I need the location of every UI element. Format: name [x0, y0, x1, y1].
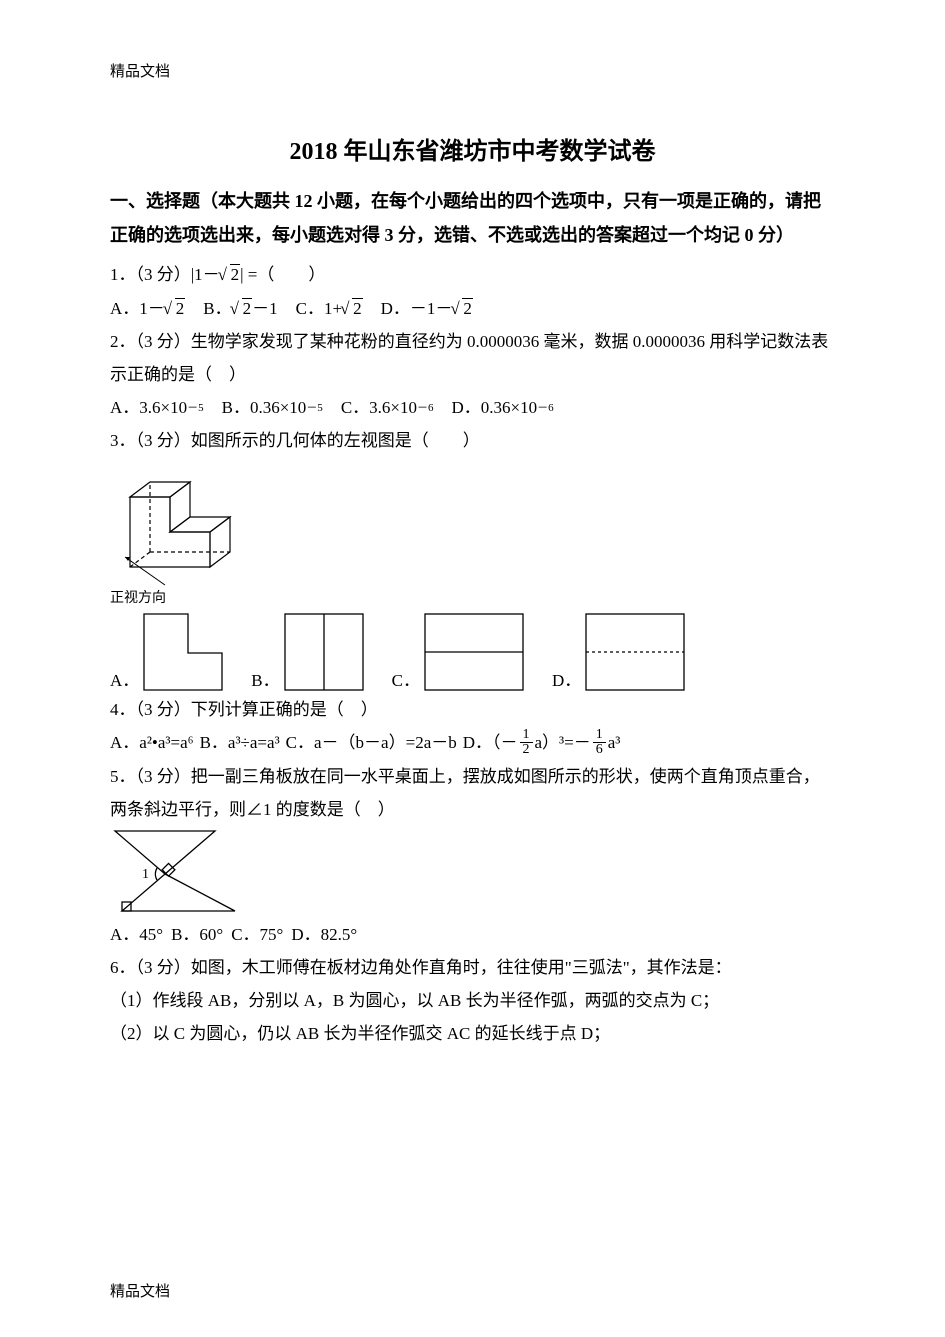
q3-stem: 3．（3 分）如图所示的几何体的左视图是（ ） [110, 424, 835, 457]
q2-a: A．3.6×10 [110, 391, 187, 424]
q1-d-pre: D．－1－ [381, 292, 453, 325]
q1-stem: 1．（3 分）|1－ 2 | =（ ） [110, 258, 835, 291]
sqrt-icon: 2 [452, 292, 473, 325]
q1-c-pre: C．1+ [296, 292, 342, 325]
q3-c-label: C． [392, 666, 420, 691]
q2-opt-c[interactable]: C．3.6×10－6 [341, 391, 434, 424]
view-direction-label: 正视方向 [110, 587, 835, 607]
q1-d-rad: 2 [462, 298, 473, 319]
q1-a-rad: 2 [175, 298, 186, 319]
q5-opt-d[interactable]: D．82.5° [291, 918, 357, 951]
q2-c: C．3.6×10 [341, 391, 417, 424]
q5-options: A．45° B．60° C．75° D．82.5° [110, 918, 835, 951]
q1-opt-a[interactable]: A．1－ 2 [110, 292, 185, 325]
q3-a-label: A． [110, 666, 139, 691]
q1-b-rad: 2 [242, 298, 253, 319]
solid-icon [110, 457, 240, 587]
fraction-icon: 16 [593, 728, 606, 758]
q2-options: A．3.6×10－5 B．0.36×10－5 C．3.6×10－6 D．0.36… [110, 391, 835, 424]
q2-opt-a[interactable]: A．3.6×10－5 [110, 391, 204, 424]
exam-title: 2018 年山东省潍坊市中考数学试卷 [110, 131, 835, 166]
q3-3d-figure: 正视方向 [110, 457, 835, 607]
sqrt-icon: 2 [220, 258, 241, 291]
q1-b-suf: －1 [252, 292, 278, 325]
q6-step1: （1）作线段 AB，分别以 A，B 为圆心，以 AB 长为半径作弧，两弧的交点为… [110, 984, 835, 1017]
sqrt-icon: 2 [165, 292, 186, 325]
q3-opt-a[interactable]: A． [110, 613, 223, 691]
q4-opt-b[interactable]: B．a³÷a=a³ [200, 726, 280, 759]
q1-rad: 2 [230, 264, 241, 285]
q4-opt-c[interactable]: C．a－（b－a）=2a－b [286, 726, 457, 759]
q5-figure: 1 [110, 826, 835, 918]
section-instructions: 一、选择题（本大题共 12 小题，在每个小题给出的四个选项中，只有一项是正确的，… [110, 184, 835, 252]
q2-d: D．0.36×10 [452, 391, 538, 424]
q5-opt-c[interactable]: C．75° [231, 918, 283, 951]
q5-stem: 5．（3 分）把一副三角板放在同一水平桌面上，摆放成如图所示的形状，使两个直角顶… [110, 760, 835, 826]
q4-d-mid: a）³=－ [535, 726, 591, 759]
fraction-icon: 12 [520, 728, 533, 758]
q1-c-rad: 2 [352, 298, 363, 319]
q4-opt-a[interactable]: A．a²•a³=a⁶ [110, 726, 194, 759]
q3-b-label: B． [251, 666, 279, 691]
q6-stem: 6．（3 分）如图，木工师傅在板材边角处作直角时，往往使用"三弧法"，其作法是： [110, 951, 835, 984]
page: 精品文档 2018 年山东省潍坊市中考数学试卷 一、选择题（本大题共 12 小题… [0, 0, 945, 1337]
hsplit-rect-icon [424, 613, 524, 691]
q6-step2: （2）以 C 为圆心，仍以 AB 长为半径作弧交 AC 的延长线于点 D； [110, 1017, 835, 1050]
q4-d-suf: a³ [608, 726, 621, 759]
q2-opt-d[interactable]: D．0.36×10－6 [452, 391, 554, 424]
q1-stem-suffix: | =（ ） [240, 258, 325, 291]
sqrt-icon: 2 [342, 292, 363, 325]
q4-stem: 4．（3 分）下列计算正确的是（ ） [110, 693, 835, 726]
angle-label: 1 [142, 867, 149, 882]
hsplit-dash-rect-icon [585, 613, 685, 691]
q4-d-pre: D．（－ [463, 726, 518, 759]
q2-b: B．0.36×10 [222, 391, 307, 424]
q1-a-pre: A．1－ [110, 292, 165, 325]
q3-d-label: D． [552, 666, 581, 691]
q4-d-f2n: 1 [593, 728, 606, 744]
split-rect-icon [284, 613, 364, 691]
sqrt-icon: 2 [232, 292, 253, 325]
q3-options-row: A． B． C． [110, 613, 835, 691]
header-tag: 精品文档 [110, 60, 835, 81]
l-shape-icon [143, 613, 223, 691]
q3-opt-d[interactable]: D． [552, 613, 685, 691]
q5-opt-b[interactable]: B．60° [171, 918, 223, 951]
q4-d-f2d: 6 [593, 743, 606, 758]
q2-opt-b[interactable]: B．0.36×10－5 [222, 391, 323, 424]
q3-opt-b[interactable]: B． [251, 613, 363, 691]
q4-options: A．a²•a³=a⁶ B．a³÷a=a³ C．a－（b－a）=2a－b D．（－… [110, 726, 835, 759]
footer-tag: 精品文档 [110, 1280, 170, 1301]
q1-stem-prefix: 1．（3 分）|1－ [110, 258, 220, 291]
q1-b-pre: B． [203, 292, 231, 325]
q1-opt-d[interactable]: D．－1－ 2 [381, 292, 473, 325]
triangles-icon: 1 [110, 826, 240, 918]
q4-opt-d[interactable]: D．（－ 12 a）³=－ 16 a³ [463, 726, 621, 759]
q1-opt-c[interactable]: C．1+ 2 [296, 292, 363, 325]
q2-stem: 2．（3 分）生物学家发现了某种花粉的直径约为 0.0000036 毫米，数据 … [110, 325, 835, 391]
q3-opt-c[interactable]: C． [392, 613, 524, 691]
q5-opt-a[interactable]: A．45° [110, 918, 163, 951]
q1-opt-b[interactable]: B． 2 －1 [203, 292, 277, 325]
q4-d-f1n: 1 [520, 728, 533, 744]
q4-d-f1d: 2 [520, 743, 533, 758]
q1-options: A．1－ 2 B． 2 －1 C．1+ 2 D．－1－ 2 [110, 292, 835, 325]
